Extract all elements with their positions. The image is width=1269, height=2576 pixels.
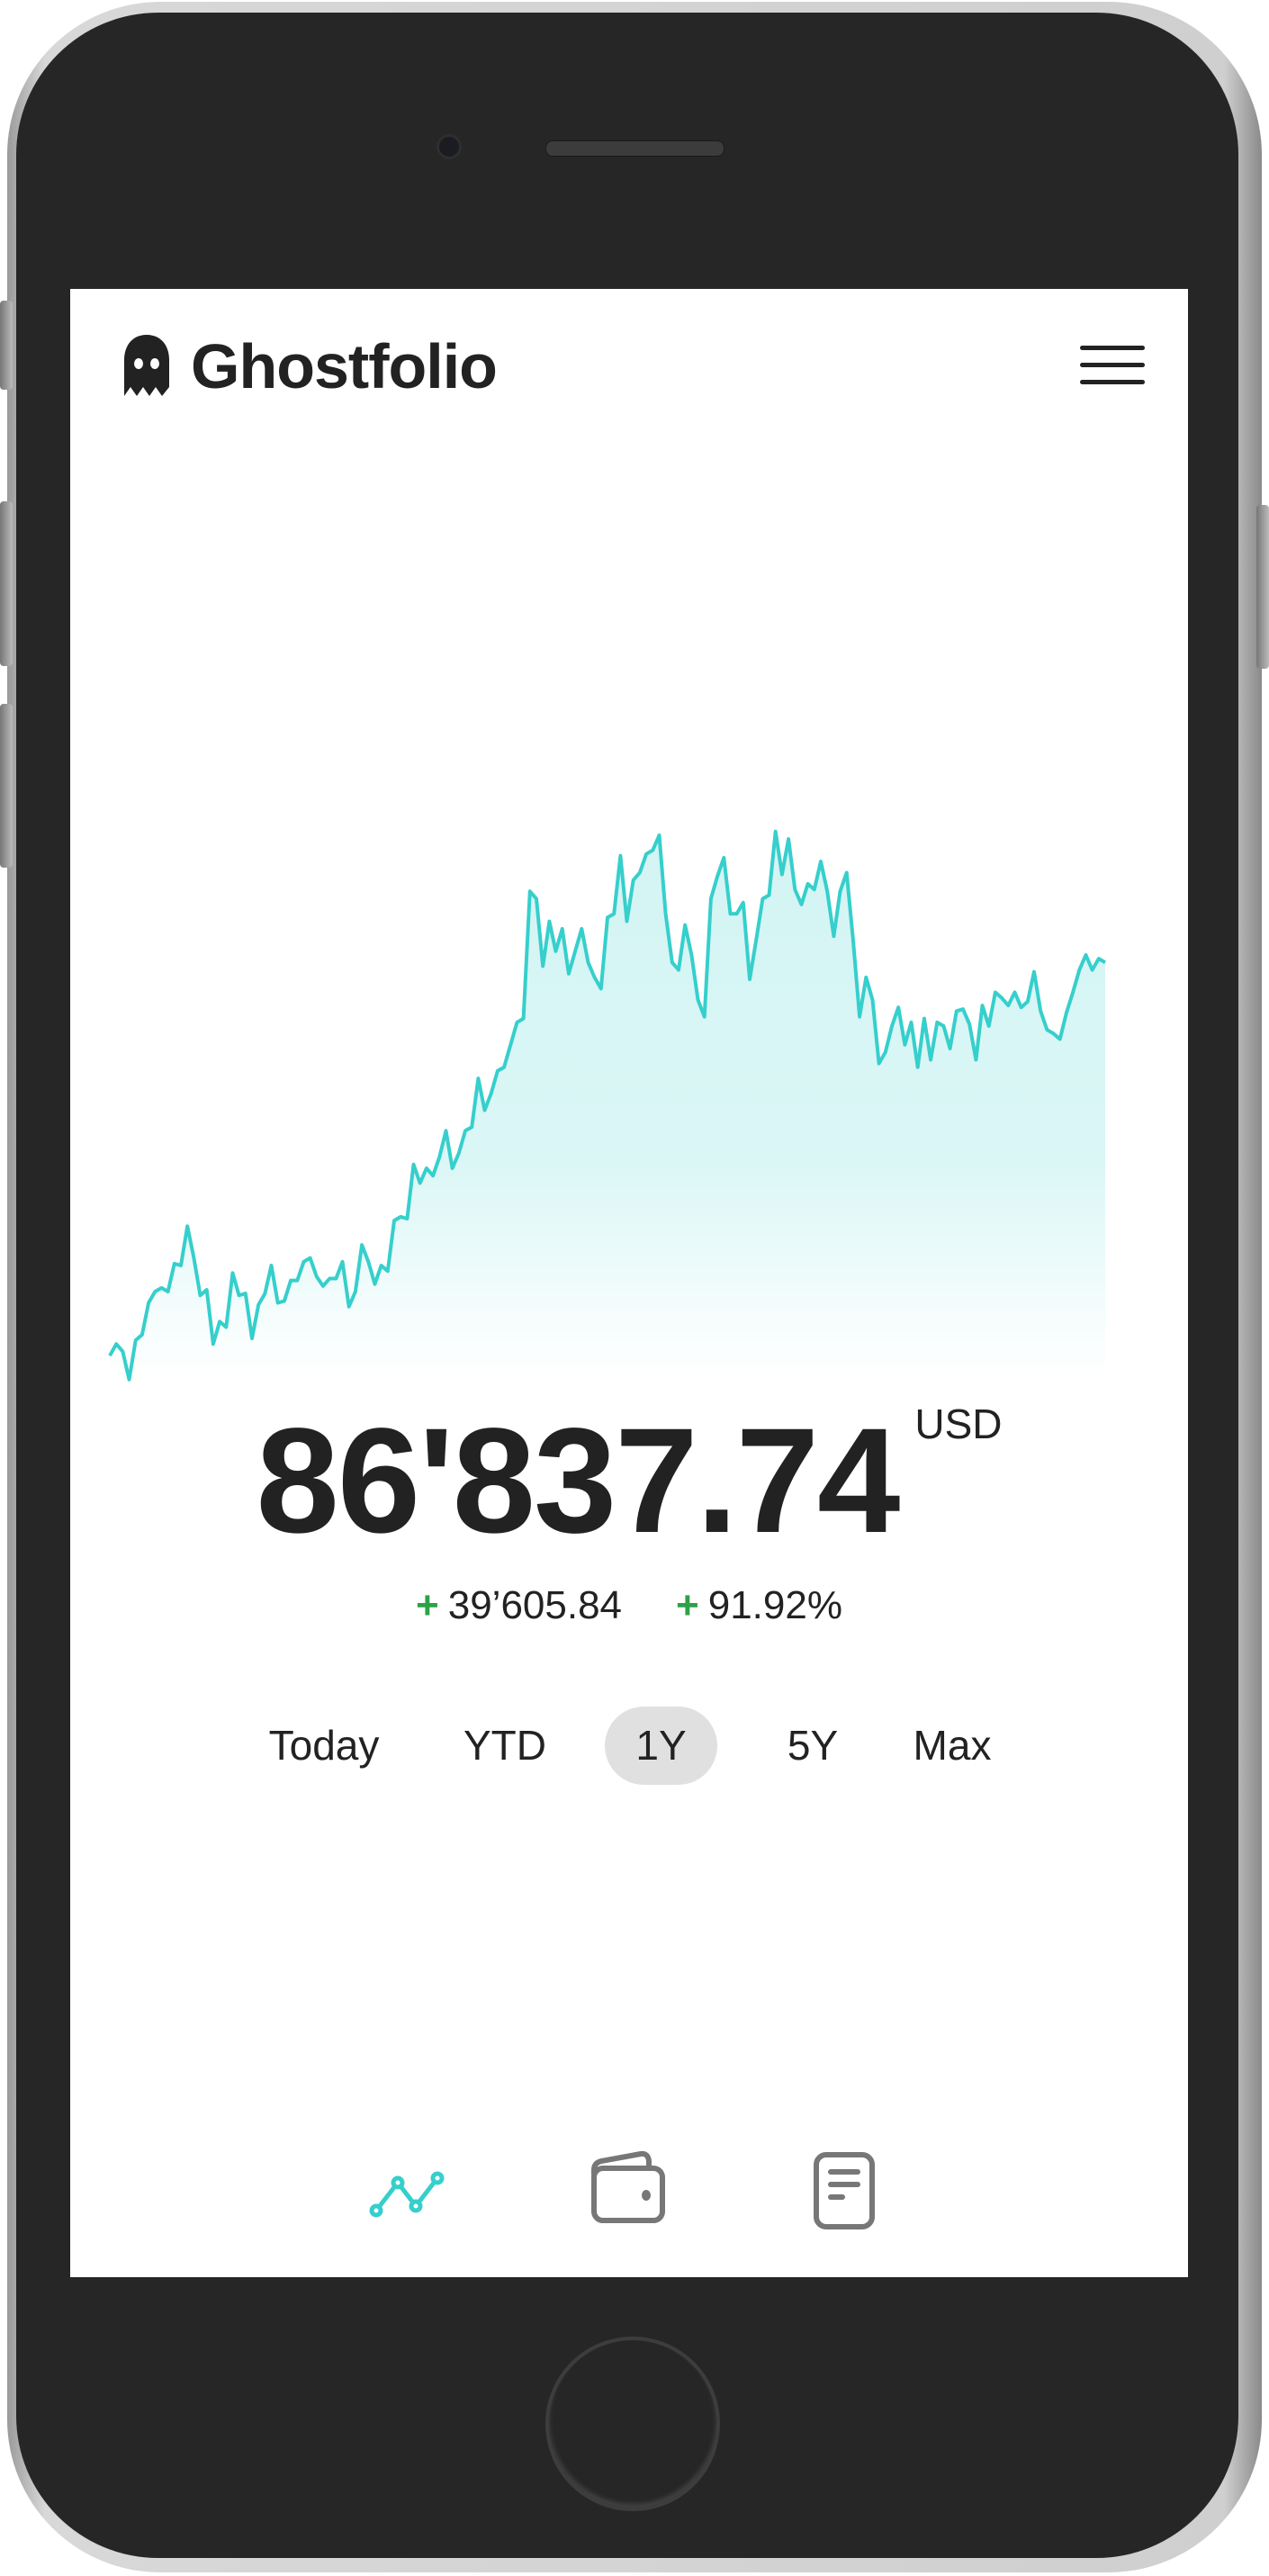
earpiece-speaker (545, 140, 724, 157)
nav-activities[interactable] (812, 2150, 878, 2236)
currency-label: USD (914, 1401, 1003, 1447)
chart-series-line (108, 829, 1107, 1382)
hamburger-menu-icon[interactable] (1078, 343, 1147, 388)
period-max[interactable]: Max (913, 1722, 992, 1769)
absolute-change-value: 39’605.84 (447, 1583, 623, 1627)
line-chart-icon (369, 2171, 445, 2218)
mute-switch (0, 301, 13, 390)
performance-chart (108, 829, 1107, 1382)
wallet-icon (591, 2150, 665, 2223)
total-value: 86'837.74 (256, 1398, 901, 1564)
absolute-change: +39’605.84 (416, 1583, 622, 1628)
total-value-row: 86'837.74 USD (70, 1398, 1188, 1564)
plus-sign: + (676, 1583, 699, 1627)
power-button (1256, 505, 1269, 669)
front-camera (439, 137, 459, 157)
relative-change-value: 91.92% (707, 1583, 842, 1627)
volume-up-button (0, 501, 13, 666)
nav-analysis[interactable] (367, 2161, 457, 2229)
period-ytd[interactable]: YTD (464, 1722, 546, 1769)
nav-holdings[interactable] (587, 2150, 671, 2232)
plus-sign: + (416, 1583, 439, 1627)
home-button[interactable] (545, 2337, 720, 2511)
document-icon (814, 2152, 875, 2229)
ghost-icon (122, 333, 172, 402)
app-screen: Ghostfolio 86'837.74 USD +39’605.84 +91.… (70, 289, 1188, 2277)
change-row: +39’605.84 +91.92% (70, 1583, 1188, 1628)
app-title[interactable]: Ghostfolio (191, 331, 498, 401)
volume-down-button (0, 704, 13, 868)
period-5y[interactable]: 5Y (787, 1722, 839, 1769)
period-1y[interactable]: 1Y (605, 1707, 717, 1785)
period-today[interactable]: Today (268, 1722, 380, 1769)
chart-area-fill (110, 831, 1105, 1380)
relative-change: +91.92% (676, 1583, 842, 1628)
